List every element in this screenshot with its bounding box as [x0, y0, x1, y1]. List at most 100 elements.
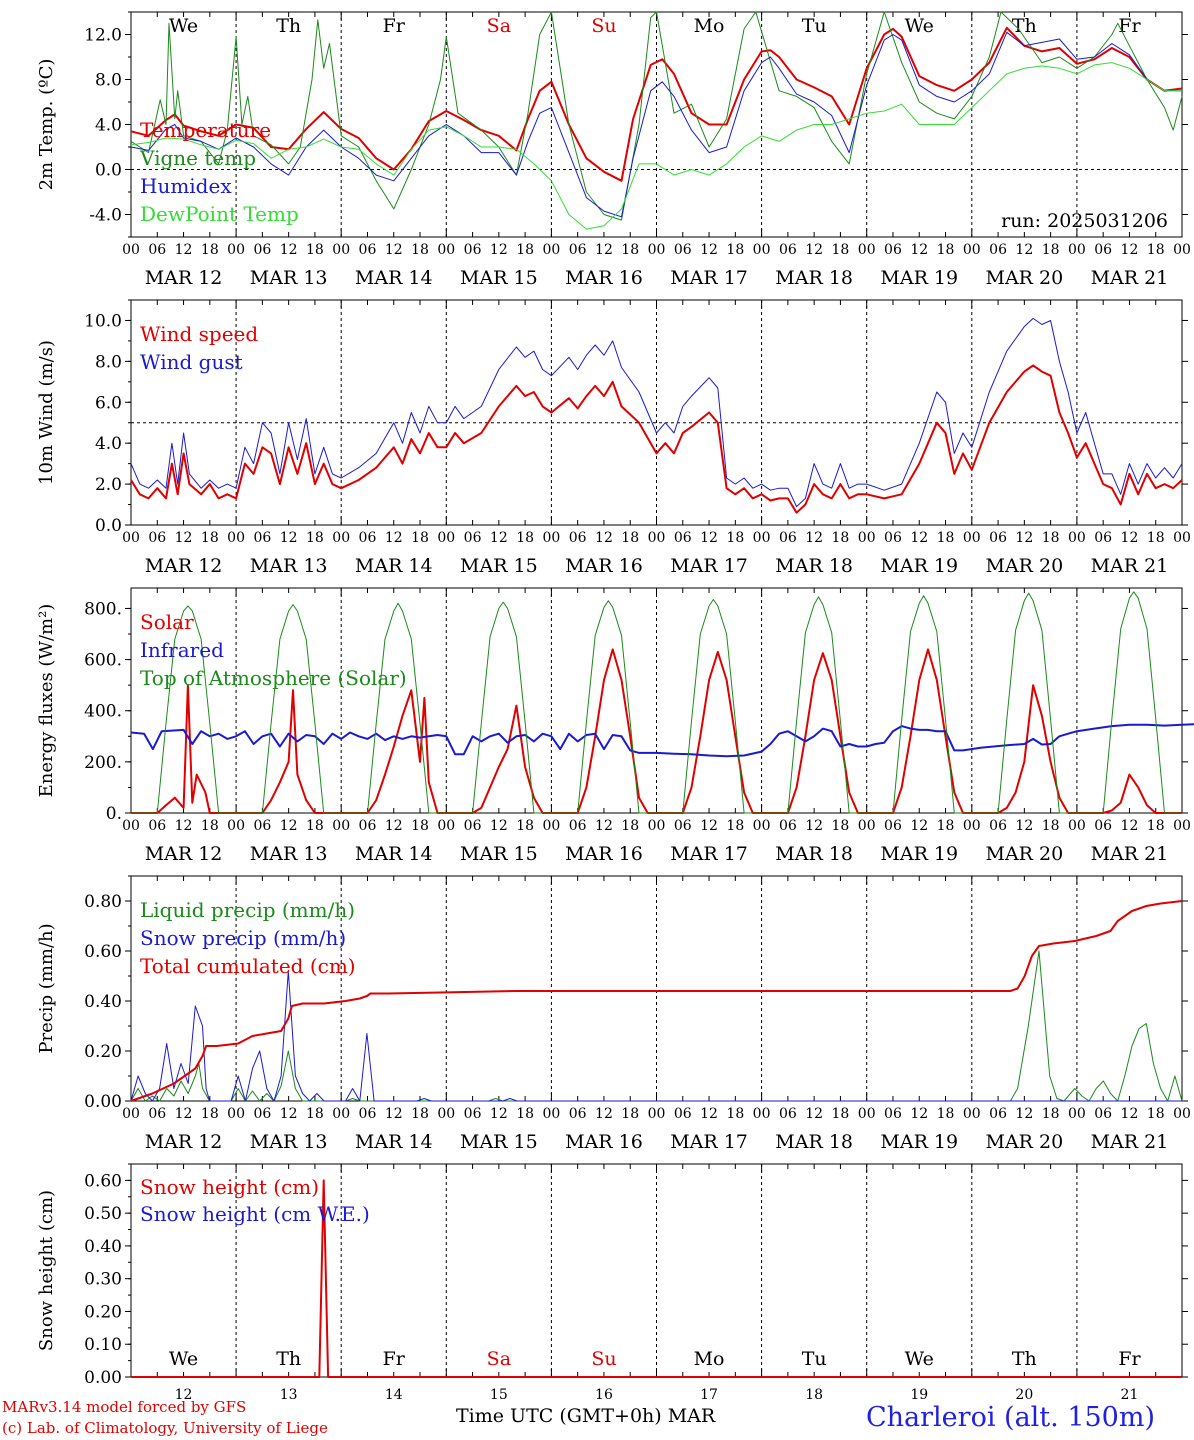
series-line-wind-speed: [130, 364, 1183, 514]
x-hour-label: 00: [122, 1106, 140, 1122]
x-hour-label: 18: [1147, 530, 1165, 546]
x-hour-label: 06: [884, 1106, 902, 1122]
x-hour-label: 18: [1042, 818, 1060, 834]
weekday-label: Su: [591, 1348, 616, 1370]
x-hour-label: 18: [411, 1106, 429, 1122]
y-axis-label: Snow height (cm): [36, 1190, 57, 1351]
x-hour-label: 12: [805, 1106, 823, 1122]
station-label: Charleroi (alt. 150m): [866, 1402, 1155, 1433]
weekday-label: Fr: [383, 15, 406, 37]
x-date-label: MAR 14: [355, 267, 433, 289]
x-hour-label: 12: [595, 242, 613, 258]
weekday-label: We: [905, 1348, 934, 1370]
x-hour-label: 06: [253, 1106, 271, 1122]
x-hour-label: 18: [621, 530, 639, 546]
weekday-label: We: [169, 15, 198, 37]
x-hour-label: 12: [1121, 818, 1139, 834]
x-hour-label: 00: [227, 242, 245, 258]
x-hour-label: 06: [989, 1106, 1007, 1122]
x-date-label: MAR 20: [985, 555, 1063, 577]
x-hour-label: 12: [175, 242, 193, 258]
x-hour-label: 06: [1094, 530, 1112, 546]
x-hour-label: 00: [1068, 1106, 1086, 1122]
x-date-label: MAR 15: [460, 1131, 538, 1153]
x-hour-label: 18: [1042, 1106, 1060, 1122]
x-day-number: 13: [280, 1387, 298, 1400]
x-hour-label: 00: [648, 1106, 666, 1122]
x-hour-label: 12: [700, 530, 718, 546]
x-date-label: MAR 14: [355, 843, 433, 865]
x-hour-label: 18: [937, 1106, 955, 1122]
x-hour-label: 06: [674, 1106, 692, 1122]
x-hour-label: 12: [910, 530, 928, 546]
x-hour-label: 06: [253, 242, 271, 258]
x-day-number: 16: [595, 1387, 613, 1400]
legend-entry: Vigne temp: [139, 146, 256, 170]
x-hour-label: 06: [569, 1106, 587, 1122]
x-hour-label: 18: [516, 242, 534, 258]
x-hour-label: 18: [726, 242, 744, 258]
y-tick-label: 8.0: [95, 71, 122, 91]
x-hour-label: 06: [779, 818, 797, 834]
x-date-label: MAR 18: [775, 1131, 853, 1153]
weekday-label: Sa: [487, 1348, 511, 1370]
x-date-label: MAR 13: [250, 843, 328, 865]
y-tick-label: 0.0: [95, 161, 122, 181]
x-hour-label: 06: [359, 1106, 377, 1122]
x-date-label: MAR 18: [775, 267, 853, 289]
y-tick-label: 2.0: [95, 475, 122, 495]
x-hour-label: 06: [779, 242, 797, 258]
weekday-label: Mo: [694, 1348, 725, 1370]
x-date-label: MAR 17: [670, 555, 748, 577]
y-tick-label: 4.0: [95, 116, 122, 136]
x-day-number: 20: [1015, 1387, 1033, 1400]
legend-entry: Snow height (cm): [140, 1175, 319, 1199]
x-hour-label: 06: [674, 242, 692, 258]
x-date-label: MAR 12: [145, 843, 223, 865]
x-hour-label: 12: [910, 818, 928, 834]
x-hour-label: 06: [884, 242, 902, 258]
x-hour-label: 00: [753, 242, 771, 258]
x-date-label: MAR 15: [460, 843, 538, 865]
x-day-number: 12: [175, 1387, 193, 1400]
x-hour-label: 00: [227, 1106, 245, 1122]
x-hour-label: 00: [1173, 818, 1191, 834]
x-hour-label: 12: [175, 1106, 193, 1122]
x-date-label: MAR 12: [145, 1131, 223, 1153]
x-day-number: 14: [385, 1387, 403, 1400]
series-line-total-cumulated-cm-: [130, 900, 1183, 1102]
x-hour-label: 00: [122, 242, 140, 258]
panel-2: 0.0 2.0 4.0 6.0 8.0 10.0 10m Wind (m/s) 00 06 12 1…: [36, 299, 1191, 577]
x-date-label: MAR 15: [460, 267, 538, 289]
x-date-label: MAR 20: [985, 843, 1063, 865]
series-line-vigne-temp: [130, 11, 1183, 221]
x-hour-label: 06: [464, 818, 482, 834]
y-tick-label: 200.: [84, 753, 122, 773]
x-hour-label: 12: [1015, 530, 1033, 546]
x-hour-label: 12: [700, 818, 718, 834]
x-date-label: MAR 21: [1091, 1131, 1169, 1153]
x-hour-label: 00: [437, 1106, 455, 1122]
x-hour-label: 06: [1094, 818, 1112, 834]
y-axis-label: 10m Wind (m/s): [36, 340, 57, 485]
y-axis-label: Energy fluxes (W/m²): [36, 604, 57, 798]
legend-entry: Infrared: [140, 638, 224, 662]
x-hour-label: 06: [779, 1106, 797, 1122]
x-hour-label: 00: [1068, 242, 1086, 258]
x-hour-label: 06: [674, 530, 692, 546]
x-hour-label: 06: [989, 818, 1007, 834]
x-hour-label: 18: [832, 242, 850, 258]
x-hour-label: 06: [569, 242, 587, 258]
x-date-label: MAR 21: [1091, 555, 1169, 577]
weekday-label: Fr: [1118, 1348, 1141, 1370]
legend-entry: Snow precip (mm/h): [140, 926, 346, 950]
series-line-infrared: [130, 723, 1194, 758]
x-hour-label: 06: [569, 818, 587, 834]
x-hour-label: 00: [122, 818, 140, 834]
x-hour-label: 06: [569, 530, 587, 546]
x-hour-label: 00: [648, 242, 666, 258]
x-hour-label: 06: [1094, 1106, 1112, 1122]
x-hour-label: 18: [726, 818, 744, 834]
x-hour-label: 00: [753, 818, 771, 834]
x-hour-label: 06: [989, 242, 1007, 258]
